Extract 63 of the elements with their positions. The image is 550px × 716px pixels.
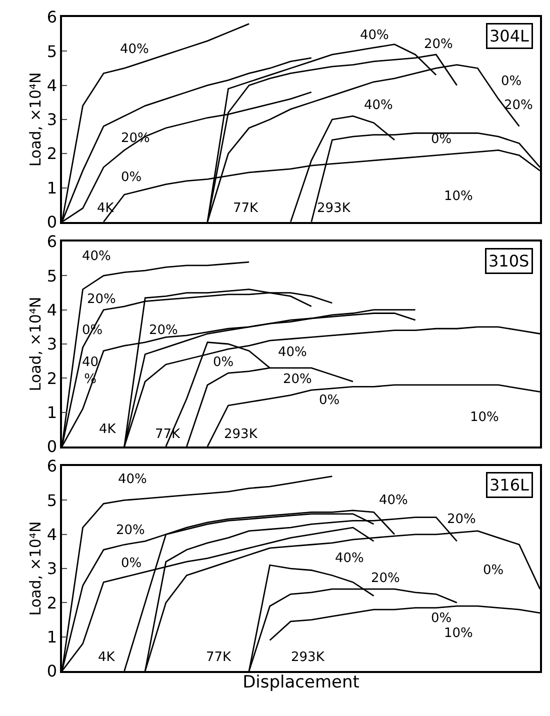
annotation: 40%	[278, 345, 307, 360]
y-tick-label: 1	[46, 402, 58, 422]
annotation: 4K	[98, 650, 116, 665]
annotation: 40%	[120, 42, 149, 57]
annotation: 20%	[116, 523, 145, 538]
annotation: 0%	[431, 611, 452, 626]
y-tick-label: 5	[46, 490, 58, 510]
text: 310S	[488, 252, 530, 270]
y-tick-label: 2	[46, 368, 58, 388]
annotation: 20%	[87, 292, 116, 307]
annotation: 293K	[224, 427, 258, 442]
annotation: 10%	[470, 410, 499, 425]
y-tick-label: 2	[46, 144, 58, 164]
annotation: 40%	[335, 551, 364, 566]
annotation: 40%	[118, 472, 147, 487]
annotation: 0%	[431, 132, 452, 147]
y-tick-label: 5	[46, 266, 58, 286]
annotation: 0%	[213, 355, 234, 370]
annotation: 20%	[149, 323, 178, 338]
annotation: 0%	[121, 170, 142, 185]
y-tick-label: 4	[46, 76, 58, 95]
annotation: 10%	[444, 626, 473, 641]
y-tick-label: 4	[46, 300, 58, 320]
y-tick-label: 3	[46, 334, 58, 354]
y-tick-label: 0	[46, 437, 58, 456]
annotation: 10%	[444, 189, 473, 204]
text: 304L	[490, 26, 530, 46]
y-tick-label: 2	[46, 593, 58, 612]
y-tick-label: 4	[46, 524, 58, 544]
annotation: 293K	[317, 201, 351, 216]
y-tick-label: 1	[46, 178, 58, 198]
y-axis-title: Load, ×10⁴N	[26, 72, 45, 167]
annotation: 0%	[121, 556, 142, 571]
y-tick-label: 5	[46, 42, 58, 61]
y-tick-label: 6	[46, 456, 58, 476]
annotation: 20%	[283, 372, 312, 387]
text: 316L	[490, 476, 530, 494]
annotation: 20%	[504, 98, 533, 113]
annotation: 0%	[319, 393, 340, 408]
y-tick-label: 6	[46, 8, 58, 27]
y-axis-title: Load, ×10⁴N	[26, 296, 45, 392]
y-tick-label: 6	[46, 232, 58, 252]
annotation: 40%	[360, 28, 389, 43]
y-tick-label: 3	[46, 110, 58, 130]
y-tick-label: 0	[46, 662, 58, 681]
y-axis-title: Load, ×10⁴N	[26, 521, 45, 616]
y-tick-label: 0	[46, 212, 58, 232]
annotation: 4K	[97, 201, 114, 216]
annotation: 77K	[206, 650, 232, 665]
annotation: 77K	[233, 201, 259, 216]
annotation: 4K	[99, 422, 116, 437]
annotation: 40%	[82, 249, 111, 264]
x-axis-title: Displacement	[242, 672, 360, 693]
annotation: 293K	[291, 650, 325, 665]
annotation: 20%	[371, 571, 400, 586]
annotation: 40%	[364, 98, 393, 113]
annotation: 20%	[447, 512, 476, 527]
annotation: 0%	[483, 563, 504, 578]
annotation: 40%	[379, 493, 408, 508]
annotation: 0%	[501, 74, 522, 89]
y-tick-label: 1	[46, 627, 58, 646]
annotation: 20%	[424, 37, 453, 52]
y-tick-label: 3	[46, 559, 58, 578]
